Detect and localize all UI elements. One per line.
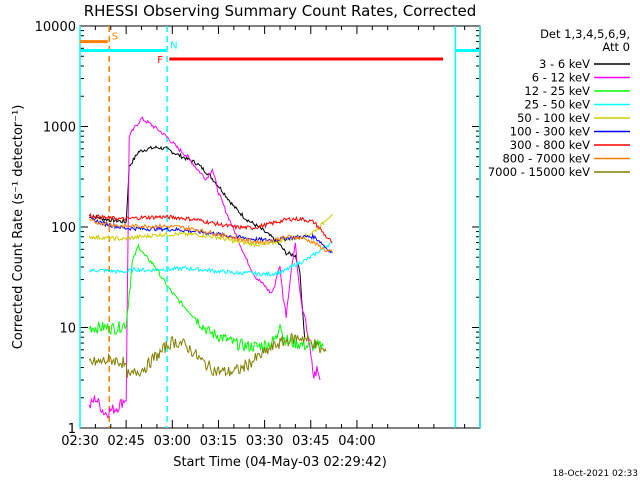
series-line <box>89 218 333 253</box>
series-lines <box>88 116 333 419</box>
series-line <box>88 212 333 244</box>
y-tick-label: 10000 <box>35 20 76 35</box>
legend-entry-label: 6 - 12 keV <box>532 71 590 85</box>
legend-entry-label: 7000 - 15000 keV <box>488 165 590 179</box>
flag-label: N <box>170 41 177 52</box>
flag-label: F <box>157 55 163 66</box>
series-line <box>88 243 324 353</box>
x-tick-label: 04:00 <box>338 434 375 449</box>
series-line <box>88 332 327 378</box>
series-line <box>88 116 321 419</box>
x-axis: 02:30 02:45 03:00 03:15 03:30 03:45 04:00 <box>61 26 481 449</box>
legend-entry-label: 50 - 100 keV <box>517 111 590 125</box>
y-tick-label: 10 <box>59 322 76 337</box>
y-axis: 1 10 100 1000 10000 <box>35 20 480 437</box>
y-tick-label: 1000 <box>43 121 76 136</box>
x-tick-label: 03:00 <box>154 434 191 449</box>
series-line <box>89 145 306 338</box>
x-axis-label: Start Time (04-May-03 02:29:42) <box>173 455 387 470</box>
legend-header: Det 1,3,4,5,6,9, <box>540 27 630 41</box>
legend-header: Att 0 <box>602 40 630 54</box>
x-tick-label: 03:15 <box>200 434 237 449</box>
legend-entry-label: 3 - 6 keV <box>539 57 590 71</box>
x-tick-label: 02:45 <box>107 434 144 449</box>
legend-entry-label: 300 - 800 keV <box>510 138 590 152</box>
chart-title: RHESSI Observing Summary Count Rates, Co… <box>84 2 477 20</box>
x-tick-label: 03:45 <box>292 434 329 449</box>
y-tick-label: 100 <box>51 221 76 236</box>
legend-entry-label: 100 - 300 keV <box>510 125 590 139</box>
x-tick-label: 03:30 <box>246 434 283 449</box>
legend-entry-label: 800 - 7000 keV <box>502 152 590 166</box>
legend-entry-label: 25 - 50 keV <box>524 98 590 112</box>
legend-entry-label: 12 - 25 keV <box>524 84 590 98</box>
series-line <box>88 240 333 278</box>
x-tick-label: 02:30 <box>61 434 98 449</box>
y-axis-label: Corrected Count Rate (s⁻¹ detector⁻¹) <box>11 105 26 350</box>
flag-bars: S NF <box>80 32 480 66</box>
date-stamp: 18-Oct-2021 02:33 <box>553 469 638 479</box>
y-tick-label: 1 <box>68 422 76 437</box>
flag-label: S <box>112 32 118 43</box>
